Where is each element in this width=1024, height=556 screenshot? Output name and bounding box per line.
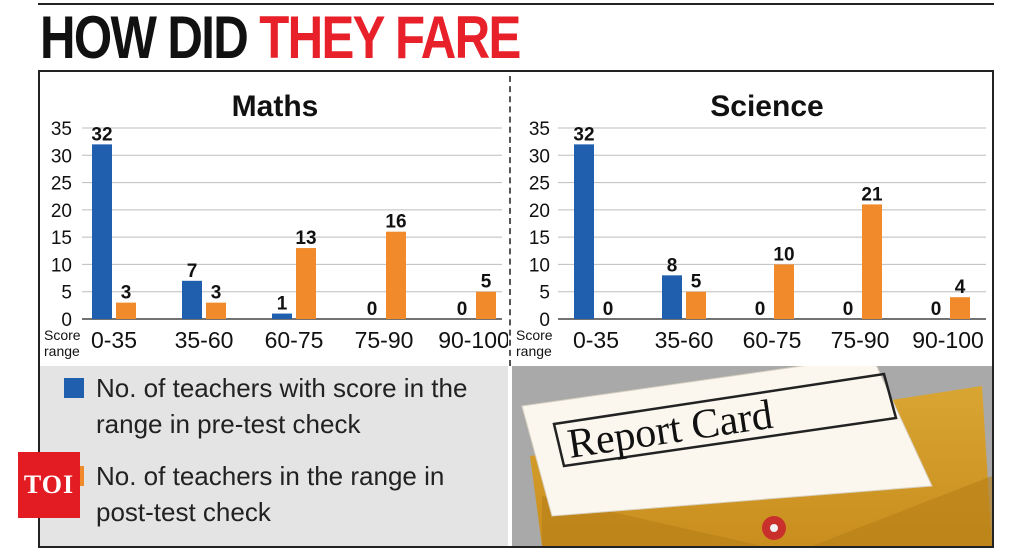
science-chart: Science05101520253035Scorerange3200-3585… [516,90,986,359]
data-label: 0 [843,299,854,320]
y-tick-label: 5 [539,283,550,304]
x-tick-label: 35-60 [175,327,234,353]
x-axis-label-line-1: Score [44,327,81,343]
bar-post-test [206,302,226,319]
bar-pre-test [662,275,682,319]
x-axis-label-line-2: range [44,343,80,359]
bar-post-test [386,231,406,319]
report-card-illustration: Report Card [512,366,992,546]
x-tick-label: 0-35 [573,327,619,353]
y-tick-label: 0 [539,310,550,331]
y-tick-label: 30 [529,146,550,167]
x-tick-label: 60-75 [743,327,802,353]
data-label: 0 [367,299,378,320]
bar-post-test [476,291,496,319]
bar-pre-test [182,280,202,319]
bar-post-test [950,297,970,319]
legend-label-post-test: No. of teachers in the range in post-tes… [96,461,445,527]
y-tick-label: 20 [51,201,72,222]
maths-chart: Maths05101520253035Scorerange3230-357335… [44,90,508,359]
data-label: 16 [385,212,406,233]
y-tick-label: 35 [51,119,72,140]
legend-item-post-test: No. of teachers in the range in post-tes… [64,458,476,530]
bar-post-test [116,302,136,319]
data-label: 0 [931,299,942,320]
data-label: 4 [955,277,966,298]
data-label: 5 [691,272,702,293]
y-tick-label: 10 [51,255,72,276]
x-axis-label-line-1: Score [516,327,553,343]
y-tick-label: 35 [529,119,550,140]
page-title: HOW DID THEY FARE [40,4,521,72]
legend-item-pre-test: No. of teachers with score in the range … [64,370,476,442]
y-tick-label: 25 [51,174,72,195]
bar-post-test [686,291,706,319]
y-tick-label: 30 [51,146,72,167]
x-tick-label: 90-100 [912,327,984,353]
data-label: 3 [121,283,132,304]
data-label: 0 [457,299,468,320]
x-tick-label: 75-90 [355,327,414,353]
x-tick-label: 75-90 [831,327,890,353]
report-card-paper [521,366,933,517]
data-label: 1 [277,294,288,315]
data-label: 8 [667,255,678,276]
data-label: 0 [755,299,766,320]
y-tick-label: 20 [529,201,550,222]
title-part-1: HOW DID [40,4,249,71]
data-label: 3 [211,283,222,304]
panel-divider [509,76,511,366]
title-part-2: THEY FARE [259,4,521,71]
title-rule [38,3,994,5]
y-tick-label: 5 [61,283,72,304]
legend-swatch-pre-test [64,378,84,398]
bar-pre-test [272,313,292,319]
bar-pre-test [92,144,112,319]
y-tick-label: 25 [529,174,550,195]
y-tick-label: 15 [529,228,550,249]
toi-logo: TOI [18,452,80,518]
x-tick-label: 60-75 [265,327,324,353]
chart-title: Science [710,90,823,123]
bar-post-test [296,248,316,319]
y-tick-label: 15 [51,228,72,249]
x-tick-label: 35-60 [655,327,714,353]
bar-pre-test [574,144,594,319]
data-label: 10 [773,244,794,265]
data-label: 13 [295,228,316,249]
data-label: 0 [603,299,614,320]
data-label: 5 [481,272,492,293]
bar-post-test [862,204,882,319]
data-label: 7 [187,261,198,282]
x-tick-label: 0-35 [91,327,137,353]
legend-label-pre-test: No. of teachers with score in the range … [96,373,468,439]
x-tick-label: 90-100 [438,327,508,353]
legend-panel: No. of teachers with score in the range … [40,366,508,546]
chart-title: Maths [232,90,319,123]
data-label: 32 [573,124,594,145]
bar-post-test [774,264,794,319]
x-axis-label-line-2: range [516,343,552,359]
data-label: 21 [861,184,883,205]
y-tick-label: 10 [529,255,550,276]
data-label: 32 [91,124,112,145]
y-tick-label: 0 [61,310,72,331]
